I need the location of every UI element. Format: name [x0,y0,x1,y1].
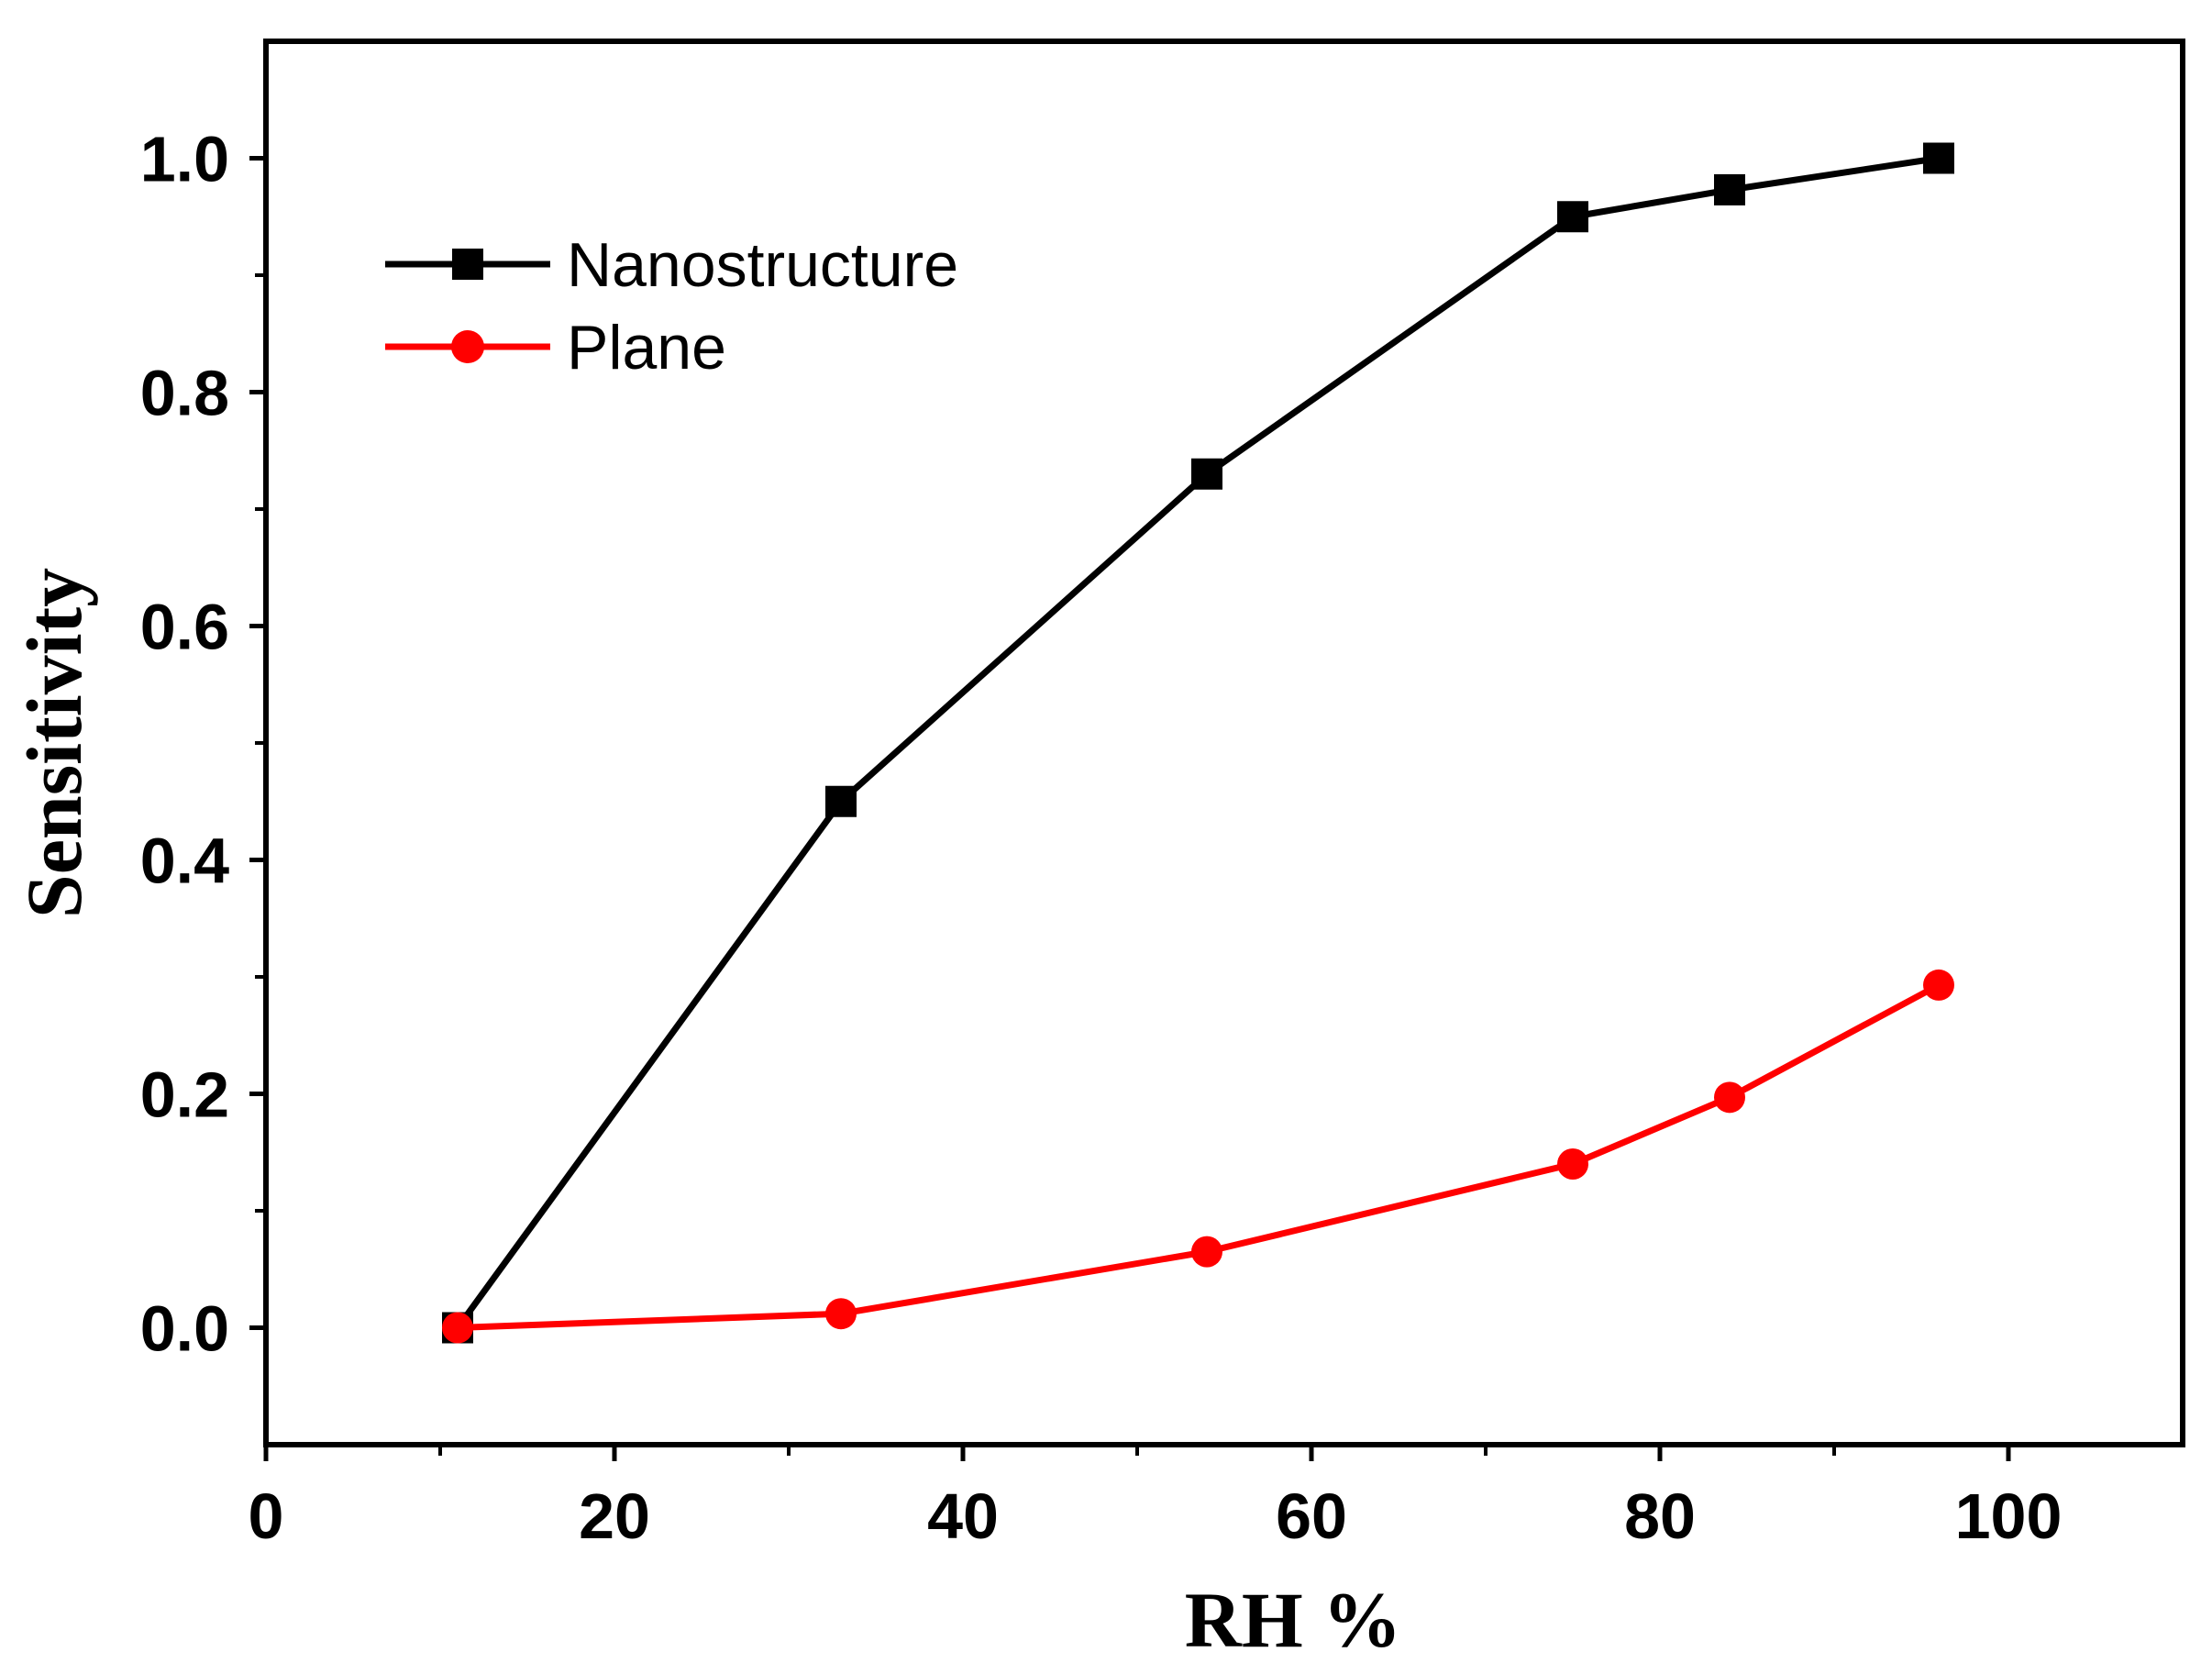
x-tick-label: 40 [927,1480,999,1552]
y-tick-label: 0.0 [140,1293,229,1365]
data-point-plane [825,1298,857,1330]
legend-label-nanostructure: Nanostructure [567,230,958,300]
data-point-plane [1923,969,1954,1001]
y-tick-label: 0.2 [140,1059,229,1131]
data-point-nanostructure [1191,458,1222,490]
legend: Nanostructure Plane [385,230,958,382]
data-point-nanostructure [1714,173,1745,205]
data-point-nanostructure [1923,142,1954,174]
data-point-plane [1191,1236,1222,1268]
x-tick-label: 80 [1624,1480,1696,1552]
plot-frame [263,39,2185,1447]
legend-marker-plane [451,330,484,363]
y-tick-label: 1.0 [140,124,229,195]
y-tick-label: 0.6 [140,592,229,663]
series-line-nanostructure [455,155,1940,1330]
y-tick-label: 0.4 [140,826,229,897]
series-layer [442,142,1954,1344]
data-point-plane [1714,1081,1745,1114]
data-point-nanostructure [825,785,857,817]
data-point-nanostructure [1557,201,1588,233]
data-point-plane [1557,1148,1588,1180]
y-axis-title: Sensitivity [10,568,98,918]
series-line-plane [457,981,1941,1331]
x-tick-label: 100 [1955,1480,2063,1552]
data-point-plane [442,1312,473,1344]
x-axis-title: RH % [1185,1576,1402,1664]
x-tick-label: 60 [1276,1480,1347,1552]
legend-marker-nanostructure [452,249,483,280]
axis-ticks: 0 20 40 60 80 100 0.0 0.2 0.4 0.6 0.8 1.0 [140,124,2063,1553]
legend-label-plane: Plane [567,313,726,382]
x-tick-label: 20 [579,1480,650,1552]
y-tick-label: 0.8 [140,358,229,429]
x-tick-label: 0 [249,1480,284,1552]
